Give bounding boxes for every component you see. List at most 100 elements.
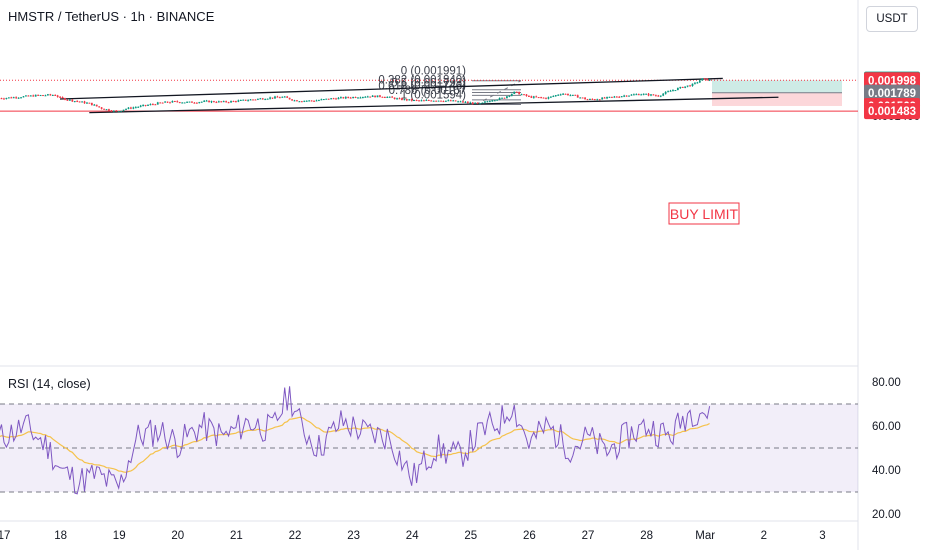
candle-body [281,96,284,98]
candle-body [29,95,32,97]
candle-body [386,96,389,98]
candle-body [15,97,18,99]
candle-body [564,93,567,95]
candle-body [413,100,416,102]
candle-body [535,96,538,98]
candle-body [235,101,237,103]
candle-body [112,110,115,112]
candle-body [613,96,616,98]
candle-body [149,104,152,106]
candle-body [210,101,213,103]
candle-body [49,94,52,96]
channel-lower-line[interactable] [89,96,779,114]
candle-body [147,104,149,106]
candle-body [296,100,298,102]
candle-body [20,97,22,99]
candle-body [681,86,684,88]
candle-body [381,96,384,98]
candle-body [481,102,484,104]
candle-body [574,94,577,96]
candle-body [247,100,250,102]
candle-body [532,96,535,98]
candle-body [586,99,589,101]
candle-body [498,97,501,100]
buy-limit-annotation[interactable]: BUY LIMIT [668,202,740,225]
candle-body [37,94,40,96]
candle-body [447,100,450,102]
candle-body [139,105,142,107]
candle-body [679,86,682,89]
candle-body [320,99,323,101]
candle-body [51,94,54,96]
time-tick-label: 17 [0,530,10,542]
candle-body [134,107,137,109]
position-tool[interactable] [712,80,842,106]
candle-body [266,98,269,100]
candle-body [47,94,49,96]
candle-body [691,83,694,87]
candle-body [418,100,420,102]
time-tick-label: 24 [406,530,419,542]
candle-body [449,100,452,102]
candle-body [423,100,425,102]
candle-body [606,97,608,99]
candle-body [76,101,79,103]
candle-body [459,101,462,103]
candle-body [261,98,264,100]
candle-body [59,96,62,98]
candle-body [608,96,611,98]
candle-body [42,95,44,97]
rsi-pane [0,386,858,495]
candle-body [708,79,711,81]
candle-body [398,98,401,100]
candle-body [454,100,457,102]
candle-body [571,94,574,96]
currency-selector[interactable]: USDT [866,6,918,32]
candle-body [125,108,127,110]
candles [0,78,711,113]
candle-body [542,97,545,99]
candle-body [237,100,240,102]
candle-body [559,94,562,96]
time-tick-label: 23 [347,530,360,542]
position-stop-zone[interactable] [712,92,842,106]
candle-body [298,101,301,103]
candle-body [662,93,665,96]
candle-body [620,96,623,98]
candle-body [88,102,91,104]
candle-body [7,97,10,99]
time-tick-label: 28 [640,530,653,542]
candle-body [633,94,635,96]
trend-lines[interactable]: BUY LIMIT [0,77,858,225]
candle-body [645,93,648,95]
position-target-zone[interactable] [712,80,842,93]
channel-upper-line[interactable] [59,77,723,100]
candle-body [520,94,523,96]
candle-body [283,96,286,98]
candle-body [278,97,281,99]
candle-body [684,86,687,88]
candle-body [269,97,271,99]
candle-body [591,98,594,100]
fib-retracement[interactable]: 0 (0.001991)0.382 (0.001840)0.5 (0.00179… [378,66,522,105]
candle-body [415,100,418,102]
rsi-title: RSI (14, close) [8,377,91,391]
candle-body [611,96,613,98]
candle-body [178,102,181,104]
candle-body [664,91,667,94]
candle-body [151,104,154,106]
candle-body [657,95,660,97]
candle-body [491,100,494,102]
candle-body [132,107,135,109]
candle-body [73,101,76,103]
candle-body [122,109,125,111]
rsi-tick-label: 40.00 [872,465,901,477]
candle-body [39,95,42,97]
candle-body [227,102,230,104]
candle-body [340,97,342,99]
candle-body [22,96,25,98]
candle-body [127,107,130,109]
price-tag-bg [864,103,920,120]
candle-body [86,102,88,104]
